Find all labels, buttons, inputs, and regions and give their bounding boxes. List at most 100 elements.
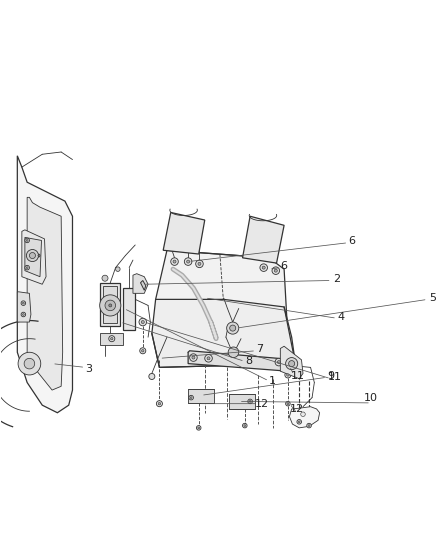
Circle shape — [24, 358, 35, 369]
Polygon shape — [163, 213, 205, 254]
Circle shape — [288, 358, 296, 365]
Text: 1: 1 — [269, 376, 276, 386]
Circle shape — [205, 354, 212, 362]
Circle shape — [249, 400, 251, 402]
Circle shape — [140, 348, 146, 354]
Circle shape — [297, 419, 301, 424]
Circle shape — [287, 374, 289, 376]
Polygon shape — [280, 346, 303, 379]
Circle shape — [109, 304, 112, 307]
Circle shape — [243, 423, 247, 428]
Circle shape — [307, 423, 311, 428]
Circle shape — [141, 350, 144, 352]
Polygon shape — [229, 394, 254, 409]
Polygon shape — [290, 407, 320, 428]
Text: 12: 12 — [254, 399, 268, 409]
Text: 8: 8 — [245, 357, 252, 366]
Circle shape — [171, 258, 178, 265]
Circle shape — [285, 372, 291, 378]
Text: 7: 7 — [256, 344, 264, 354]
Circle shape — [196, 260, 203, 268]
Circle shape — [262, 266, 265, 269]
Circle shape — [149, 374, 155, 379]
Polygon shape — [123, 288, 135, 329]
Circle shape — [37, 254, 40, 257]
Circle shape — [173, 260, 176, 263]
Text: 11: 11 — [328, 372, 342, 382]
Circle shape — [287, 403, 289, 405]
Circle shape — [308, 425, 310, 426]
Circle shape — [26, 266, 28, 269]
Circle shape — [25, 265, 29, 270]
Circle shape — [158, 402, 161, 405]
Polygon shape — [133, 273, 148, 293]
Circle shape — [100, 295, 121, 316]
Circle shape — [141, 320, 144, 324]
Circle shape — [289, 361, 295, 367]
Polygon shape — [27, 197, 63, 390]
Text: 6: 6 — [349, 236, 356, 246]
Circle shape — [184, 258, 192, 265]
Circle shape — [38, 255, 39, 256]
Circle shape — [102, 275, 108, 281]
Polygon shape — [22, 230, 46, 284]
Polygon shape — [152, 300, 296, 367]
Circle shape — [29, 253, 35, 259]
Circle shape — [274, 269, 277, 272]
Circle shape — [277, 361, 280, 364]
Polygon shape — [141, 280, 146, 290]
Circle shape — [248, 399, 252, 403]
Polygon shape — [188, 389, 214, 403]
Circle shape — [298, 421, 300, 423]
Circle shape — [21, 301, 26, 305]
Circle shape — [21, 312, 26, 317]
Text: 2: 2 — [333, 274, 340, 284]
Polygon shape — [25, 237, 42, 277]
Circle shape — [109, 336, 115, 342]
Polygon shape — [100, 333, 123, 345]
Polygon shape — [243, 216, 284, 263]
Circle shape — [207, 357, 210, 360]
Circle shape — [290, 360, 293, 363]
Text: 12: 12 — [290, 404, 304, 414]
Circle shape — [286, 358, 298, 370]
Circle shape — [275, 358, 283, 366]
Circle shape — [22, 313, 24, 316]
Circle shape — [18, 352, 41, 375]
Circle shape — [190, 397, 192, 399]
Text: 3: 3 — [85, 364, 92, 374]
Circle shape — [227, 322, 239, 334]
Circle shape — [105, 300, 116, 311]
Circle shape — [260, 264, 268, 271]
Circle shape — [110, 337, 113, 340]
Polygon shape — [18, 292, 31, 322]
Circle shape — [26, 249, 39, 262]
Circle shape — [196, 425, 201, 430]
Polygon shape — [103, 286, 117, 323]
Text: 5: 5 — [430, 293, 437, 303]
Circle shape — [198, 262, 201, 265]
Circle shape — [228, 347, 239, 358]
Circle shape — [230, 325, 236, 331]
Text: 11: 11 — [291, 372, 305, 382]
Circle shape — [116, 267, 120, 271]
Circle shape — [139, 318, 147, 326]
Circle shape — [272, 267, 279, 274]
Text: 9: 9 — [327, 371, 335, 381]
Circle shape — [192, 356, 195, 359]
Circle shape — [244, 425, 246, 426]
Circle shape — [26, 239, 28, 241]
Polygon shape — [188, 351, 296, 371]
Circle shape — [156, 401, 162, 407]
Polygon shape — [18, 156, 73, 413]
Text: 6: 6 — [281, 261, 288, 271]
Circle shape — [301, 412, 305, 416]
Circle shape — [189, 395, 194, 400]
Circle shape — [286, 401, 290, 406]
Text: 4: 4 — [337, 312, 344, 322]
Polygon shape — [155, 251, 288, 337]
Circle shape — [198, 427, 200, 429]
Polygon shape — [100, 282, 120, 326]
Text: 10: 10 — [364, 393, 378, 402]
Circle shape — [190, 354, 197, 361]
